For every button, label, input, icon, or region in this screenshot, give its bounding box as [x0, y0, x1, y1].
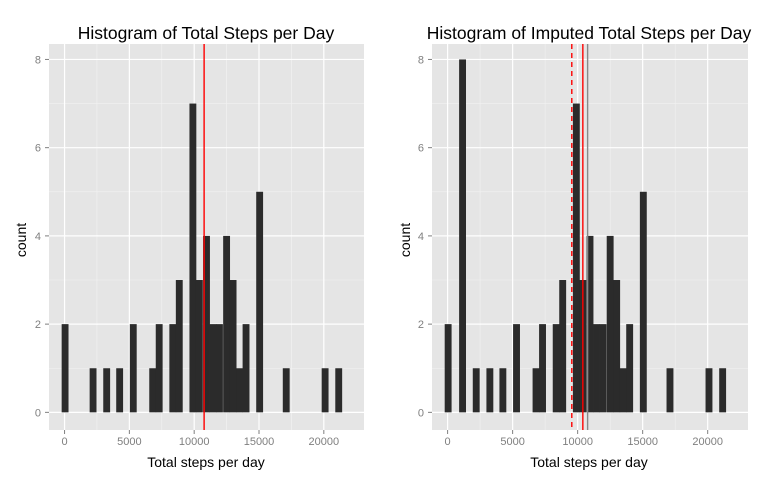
- histogram-bar: [666, 368, 674, 413]
- histogram-bar: [586, 235, 594, 413]
- histogram-bar: [619, 368, 627, 413]
- x-tick-label: 20000: [692, 436, 723, 448]
- x-tick-label: 5000: [500, 436, 524, 448]
- histogram-bar: [444, 324, 452, 413]
- histogram-bar: [599, 324, 607, 413]
- histogram-bar: [459, 59, 467, 413]
- x-axis-label: Total steps per day: [530, 454, 648, 470]
- x-tick-label: 10000: [562, 436, 593, 448]
- y-tick-label: 8: [35, 54, 41, 66]
- histogram-bar: [499, 368, 507, 413]
- y-tick-label: 0: [418, 407, 424, 419]
- y-tick-label: 6: [418, 143, 424, 155]
- histogram-bar: [116, 368, 124, 413]
- histogram-panel-original: Histogram of Total Steps per Day count T…: [13, 23, 364, 470]
- histogram-bar: [242, 324, 250, 413]
- x-tick-label: 0: [61, 436, 67, 448]
- histogram-bar: [61, 324, 69, 413]
- x-tick-label: 20000: [309, 436, 340, 448]
- x-axis-label: Total steps per day: [147, 454, 265, 470]
- x-tick-label: 0: [445, 436, 451, 448]
- histogram-bar: [223, 235, 231, 413]
- histogram-bar: [189, 103, 197, 413]
- histogram-bar: [321, 368, 329, 413]
- histogram-bar: [539, 324, 546, 413]
- histogram-bar: [472, 368, 480, 413]
- histogram-bar: [203, 235, 210, 413]
- histogram-bar: [89, 368, 97, 413]
- y-tick-label: 4: [418, 231, 424, 243]
- y-tick-label: 2: [35, 319, 41, 331]
- histogram-bar: [532, 368, 540, 413]
- histogram-bar: [593, 324, 600, 413]
- histogram-bar: [513, 324, 520, 413]
- histogram-bar: [572, 103, 580, 413]
- histogram-bar: [155, 324, 163, 413]
- histogram-bar: [236, 368, 243, 413]
- y-tick-label: 6: [35, 143, 41, 155]
- histogram-bar: [282, 368, 290, 413]
- histogram-bar: [229, 280, 237, 413]
- histogram-bar: [169, 324, 177, 413]
- histogram-bar: [175, 280, 183, 413]
- histogram-bar: [335, 368, 343, 413]
- y-tick-label: 0: [35, 407, 41, 419]
- histogram-bar: [719, 368, 727, 413]
- y-tick-label: 8: [418, 54, 424, 66]
- x-tick-label: 5000: [117, 436, 141, 448]
- histogram-bar: [149, 368, 157, 413]
- histogram-bar: [606, 235, 614, 413]
- y-tick-label: 2: [418, 319, 424, 331]
- histogram-panel-imputed: Histogram of Imputed Total Steps per Day…: [397, 23, 752, 470]
- histogram-bar: [613, 280, 621, 413]
- x-tick-label: 15000: [627, 436, 658, 448]
- histogram-bar: [256, 191, 264, 413]
- histogram-bar: [195, 280, 203, 413]
- y-axis-label: count: [13, 223, 29, 257]
- chart-title: Histogram of Total Steps per Day: [78, 23, 335, 43]
- histogram-bar: [209, 324, 217, 413]
- chart-title: Histogram of Imputed Total Steps per Day: [427, 23, 752, 43]
- histogram-bar: [639, 191, 647, 413]
- histogram-bar: [559, 280, 567, 413]
- histogram-bar: [626, 324, 634, 413]
- x-tick-label: 15000: [244, 436, 275, 448]
- x-tick-label: 10000: [179, 436, 210, 448]
- histogram-bar: [216, 324, 223, 413]
- y-tick-label: 4: [35, 231, 41, 243]
- histogram-bar: [103, 368, 111, 413]
- histogram-bar: [552, 324, 560, 413]
- histogram-bars: [61, 103, 343, 413]
- histogram-bar: [705, 368, 713, 413]
- histogram-bar: [129, 324, 137, 413]
- y-axis-label: count: [397, 223, 413, 257]
- histogram-bar: [486, 368, 494, 413]
